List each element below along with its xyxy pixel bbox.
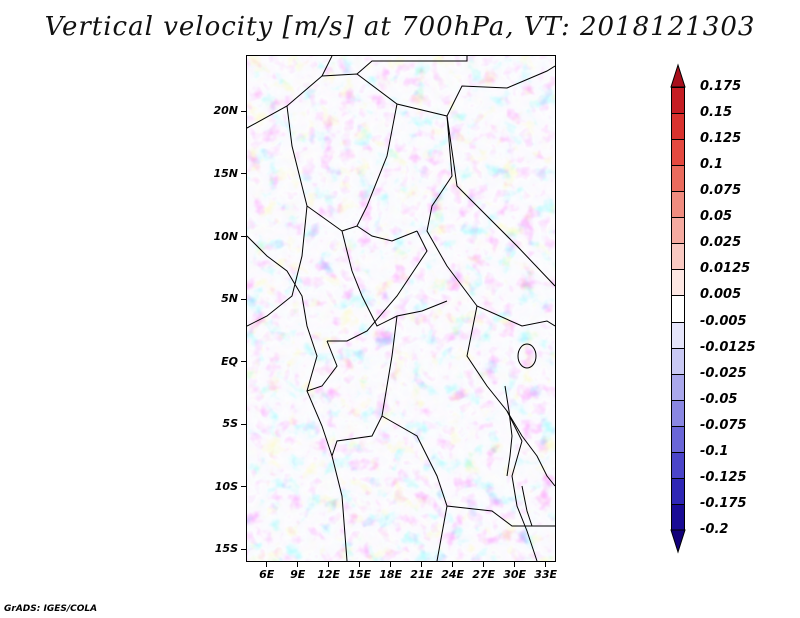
colorbar-label: 0.0125 [700,261,751,277]
colorbar-label: 0.1 [700,157,724,173]
colorbar-swatch [672,88,684,115]
colorbar-swatch [672,218,684,245]
lat-tick [241,173,246,175]
colorbar-swatch [672,322,684,349]
lon-label: 21E [410,568,434,581]
lakes [504,343,537,527]
lon-tick [483,562,485,567]
lon-tick [514,562,516,567]
colorbar-swatch [672,140,684,167]
colorbar-label: 0.125 [700,131,742,147]
colorbar-label: -0.05 [700,391,738,407]
colorbar-label: -0.175 [700,495,747,511]
colorbar [671,87,685,531]
colorbar-label: 0.175 [700,79,742,94]
colorbar-label: 0.05 [700,209,733,225]
colorbar-label: 0.15 [700,105,733,121]
colorbar-min-arrow [670,529,686,554]
colorbar-swatch [672,426,684,453]
colorbar-swatch [672,374,684,401]
colorbar-label: -0.2 [700,522,729,537]
vertical-velocity-map [246,55,556,562]
lat-label: 10S [214,479,238,493]
lat-label: 10N [213,229,238,243]
colorbar-label: 0.005 [700,287,742,303]
colorbar-end-arrows [670,63,686,554]
colorbar-swatch [672,270,684,297]
country-borders [247,56,555,561]
lat-tick [241,423,246,425]
lon-tick [421,562,423,567]
lat-label: 5N [221,292,238,306]
colorbar-label: -0.005 [700,313,747,329]
lat-label: 20N [213,104,238,118]
colorbar-swatch [672,114,684,141]
lon-tick [545,562,547,567]
velocity-field [247,56,555,561]
chart-title: Vertical velocity [m/s] at 700hPa, VT: 2… [44,12,756,42]
colorbar-max-arrow [670,63,686,88]
lat-label: EQ [221,354,238,368]
lon-label: 24E [441,568,465,581]
colorbar-swatch [672,192,684,219]
lon-label: 27E [472,568,496,581]
colorbar-swatch [672,478,684,505]
lat-tick [241,110,246,112]
colorbar-label: 0.025 [700,235,742,251]
footer-credit: GrADS: IGES/COLA [4,604,98,614]
colorbar-label: -0.025 [700,365,747,381]
colorbar-swatch [672,166,684,193]
lon-tick [328,562,330,567]
lon-label: 18E [379,568,403,581]
colorbar-label: 0.075 [700,183,742,199]
colorbar-swatch [672,452,684,479]
lon-label: 33E [534,568,558,581]
lon-label: 30E [503,568,527,581]
lat-label: 5S [222,417,238,431]
colorbar-label: -0.125 [700,469,747,485]
lat-label: 15N [213,166,238,180]
lat-tick [241,548,246,550]
lon-label: 12E [317,568,341,581]
lon-label: 9E [290,568,306,581]
lat-tick [241,236,246,238]
lat-tick [241,486,246,488]
lon-tick [266,562,268,567]
colorbar-swatch [672,348,684,375]
lon-tick [390,562,392,567]
lon-label: 6E [259,568,275,581]
lat-label: 15S [214,542,238,556]
colorbar-swatch [672,244,684,271]
colorbar-swatch [672,296,684,323]
colorbar-swatch [672,400,684,427]
colorbar-label: -0.1 [700,443,729,459]
lon-tick [452,562,454,567]
lon-label: 15E [348,568,372,581]
lat-tick [241,298,246,300]
lon-tick [359,562,361,567]
colorbar-label: -0.0125 [700,339,756,355]
colorbar-label: -0.075 [700,417,747,433]
lat-tick [241,361,246,363]
map-canvas [247,56,555,561]
lon-tick [297,562,299,567]
